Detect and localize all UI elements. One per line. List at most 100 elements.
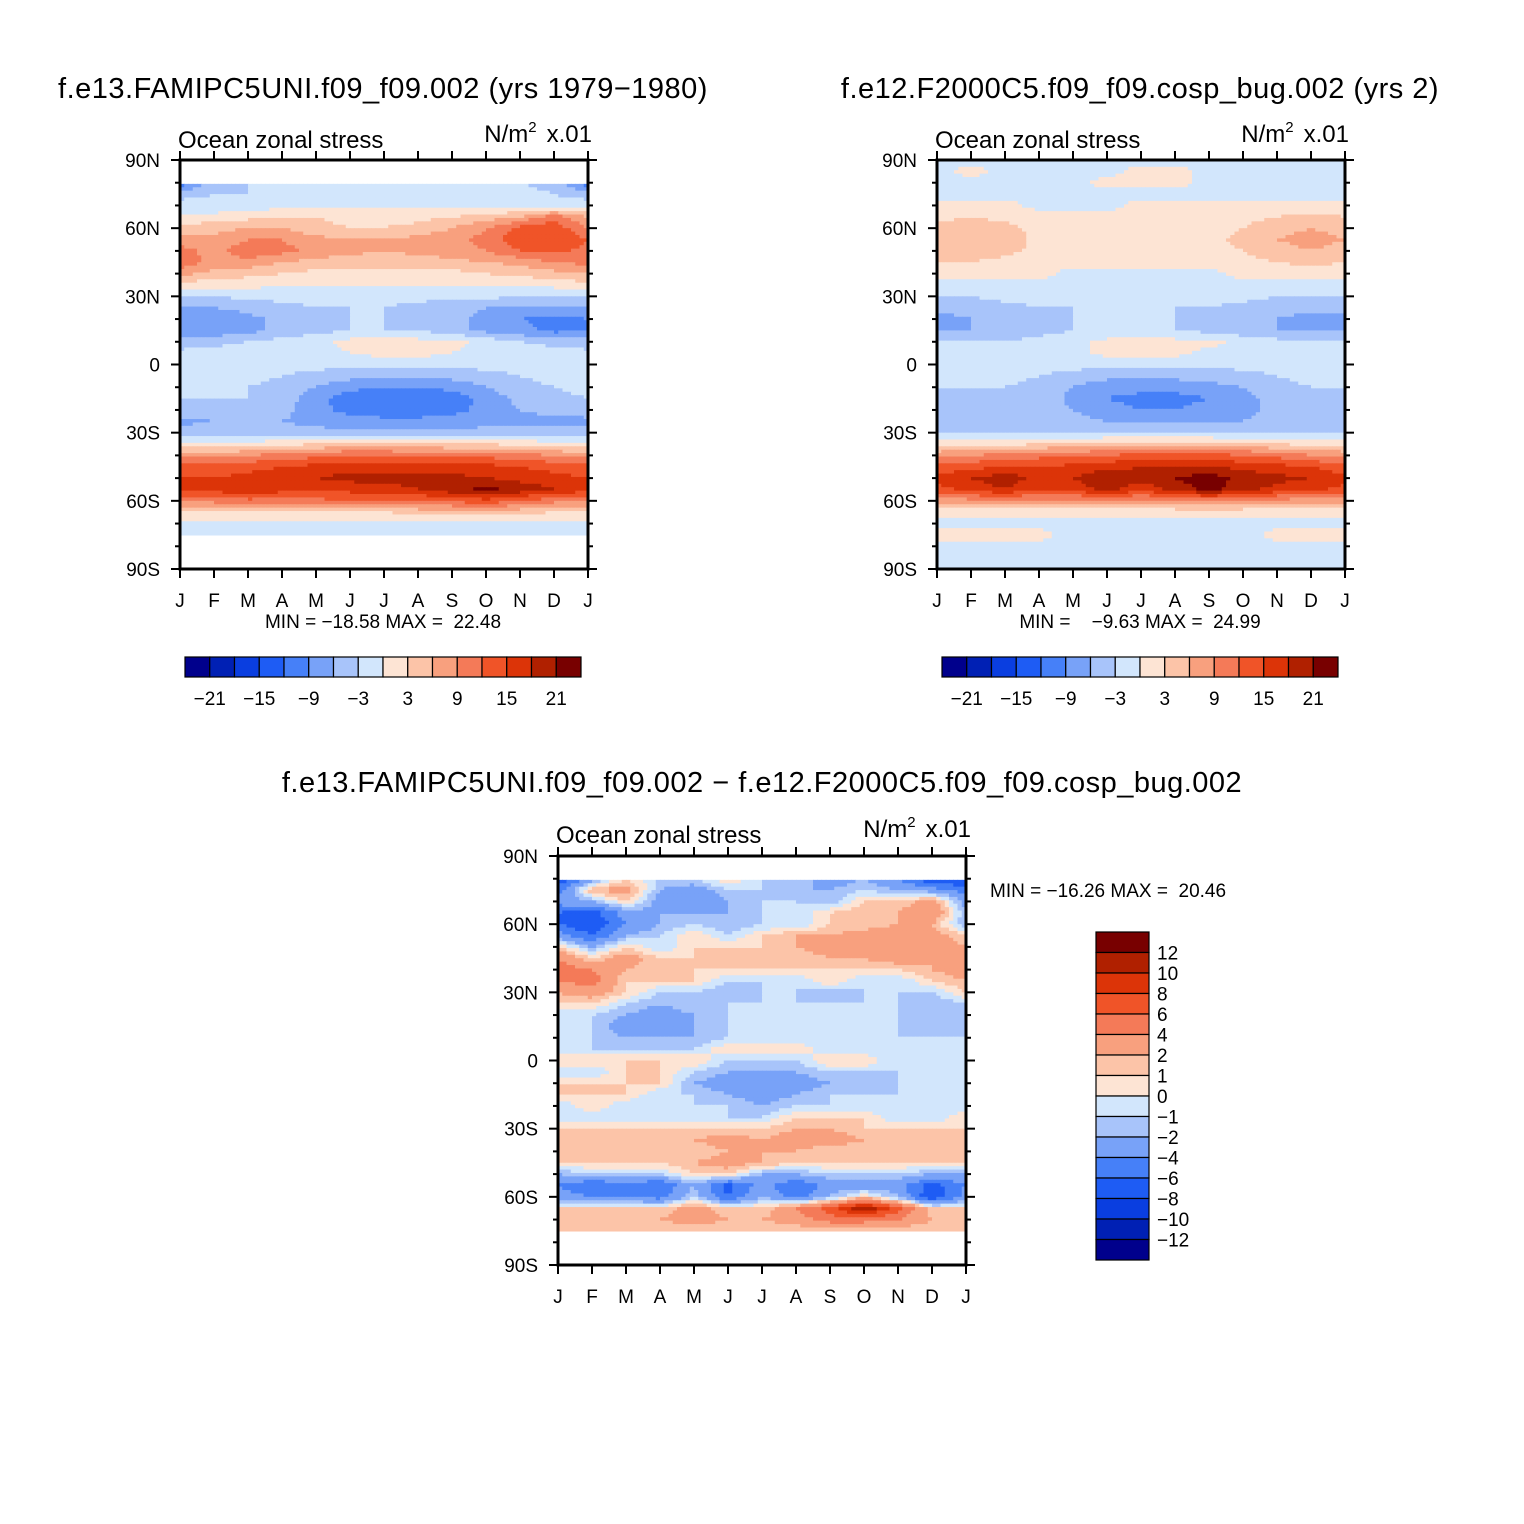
contour-cell xyxy=(503,207,508,212)
contour-cell xyxy=(515,340,521,345)
contour-cell xyxy=(426,337,432,342)
contour-cell xyxy=(498,344,504,349)
contour-cell xyxy=(413,279,419,284)
contour-cell xyxy=(486,354,491,359)
contour-cell xyxy=(401,286,406,291)
contour-cell xyxy=(554,241,559,246)
contour-cell xyxy=(409,190,415,195)
contour-cell xyxy=(192,316,198,321)
contour-cell xyxy=(350,320,355,325)
contour-cell xyxy=(524,258,530,263)
contour-cell xyxy=(549,286,555,291)
contour-cell xyxy=(469,282,474,287)
contour-cell xyxy=(571,248,576,253)
contour-cell xyxy=(358,344,364,349)
contour-cell xyxy=(269,306,275,311)
contour-cell xyxy=(435,279,440,284)
contour-cell xyxy=(503,265,508,270)
contour-cell xyxy=(358,224,364,229)
contour-cell xyxy=(503,211,508,216)
contour-cell xyxy=(422,320,428,325)
contour-cell xyxy=(345,252,351,257)
contour-cell xyxy=(197,337,202,342)
contour-cell xyxy=(392,272,398,277)
contour-cell xyxy=(405,228,411,233)
contour-cell xyxy=(209,262,215,267)
contour-cell xyxy=(201,279,207,284)
contour-cell xyxy=(392,320,398,325)
contour-cell xyxy=(566,262,572,267)
contour-cell xyxy=(494,255,500,260)
contour-cell xyxy=(362,316,368,321)
contour-cell xyxy=(307,265,313,270)
contour-cell xyxy=(422,269,428,274)
contour-cell xyxy=(320,350,326,355)
contour-cell xyxy=(443,183,449,188)
contour-cell xyxy=(290,228,296,233)
contour-cell xyxy=(260,238,266,243)
contour-cell xyxy=(337,224,343,229)
contour-cell xyxy=(579,245,585,250)
contour-cell xyxy=(528,299,534,304)
contour-cell xyxy=(566,282,572,287)
contour-cell xyxy=(503,204,508,209)
contour-cell xyxy=(205,275,211,280)
contour-cell xyxy=(256,231,262,236)
contour-cell xyxy=(341,286,347,291)
contour-cell xyxy=(273,286,279,291)
contour-cell xyxy=(452,190,457,195)
contour-cell xyxy=(524,241,530,246)
contour-cell xyxy=(239,248,245,253)
contour-cell xyxy=(413,309,419,314)
contour-cell xyxy=(205,306,211,311)
contour-cell xyxy=(354,333,360,338)
contour-cell xyxy=(299,282,304,287)
contour-cell xyxy=(265,248,270,253)
contour-cell xyxy=(184,289,190,294)
contour-cell xyxy=(341,207,347,212)
contour-cell xyxy=(388,262,394,267)
contour-cell xyxy=(401,330,406,335)
contour-cell xyxy=(583,221,589,226)
contour-cell xyxy=(447,231,453,236)
contour-cell xyxy=(231,272,236,277)
contour-cell xyxy=(265,204,270,209)
contour-cell xyxy=(469,262,474,267)
contour-cell xyxy=(520,183,525,188)
contour-cell xyxy=(520,217,525,222)
contour-cell xyxy=(528,211,534,216)
contour-cell xyxy=(520,303,525,308)
contour-cell xyxy=(180,337,185,342)
contour-cell xyxy=(243,262,249,267)
contour-cell xyxy=(507,354,513,359)
contour-cell xyxy=(575,330,581,335)
contour-cell xyxy=(477,299,483,304)
contour-cell xyxy=(464,241,470,246)
contour-cell xyxy=(358,275,364,280)
contour-cell xyxy=(286,234,292,239)
contour-cell xyxy=(316,258,321,263)
contour-cell xyxy=(239,217,245,222)
contour-cell xyxy=(481,190,487,195)
contour-cell xyxy=(316,350,321,355)
contour-cell xyxy=(447,207,453,212)
contour-cell xyxy=(426,344,432,349)
contour-cell xyxy=(498,183,504,188)
contour-cell xyxy=(303,183,309,188)
contour-cell xyxy=(316,252,321,257)
contour-cell xyxy=(435,357,440,362)
contour-cell xyxy=(273,265,279,270)
contour-cell xyxy=(286,275,292,280)
contour-cell xyxy=(192,323,198,328)
contour-cell xyxy=(192,350,198,355)
contour-cell xyxy=(430,234,436,239)
contour-cell xyxy=(435,197,440,202)
contour-cell xyxy=(405,248,411,253)
contour-cell xyxy=(260,190,266,195)
contour-cell xyxy=(379,323,385,328)
contour-cell xyxy=(226,344,232,349)
contour-cell xyxy=(235,279,241,284)
contour-cell xyxy=(192,279,198,284)
contour-cell xyxy=(515,207,521,212)
contour-cell xyxy=(252,327,258,332)
